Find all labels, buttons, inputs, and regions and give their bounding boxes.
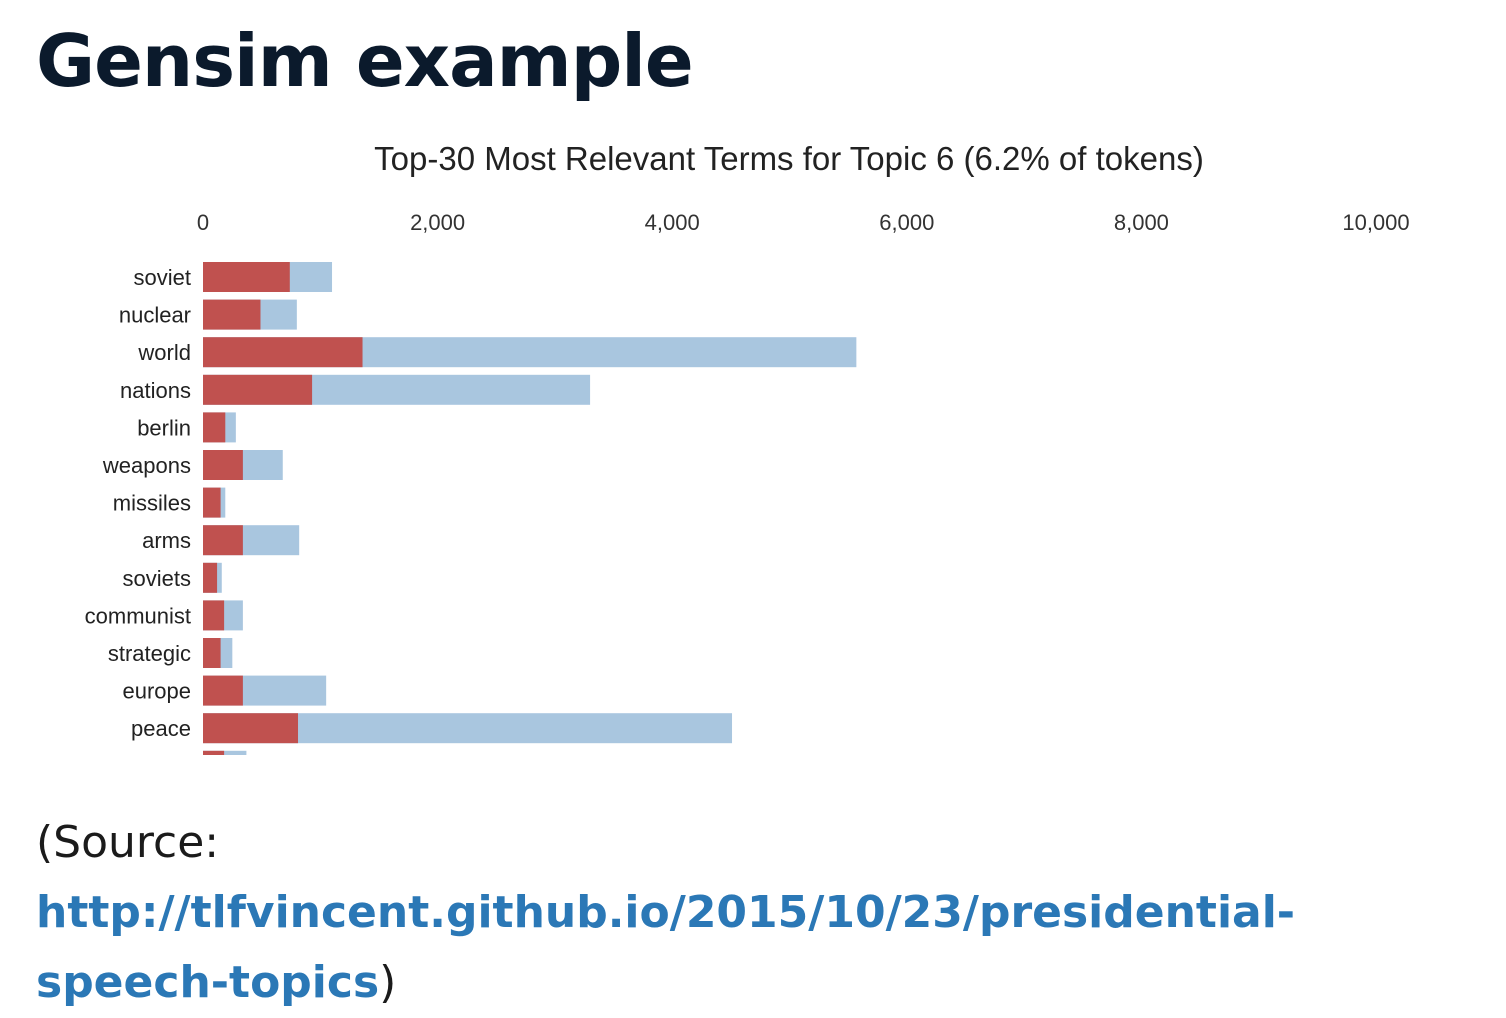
x-tick-label: 0 xyxy=(197,210,209,235)
overall-frequency-bar xyxy=(203,750,247,755)
topic-frequency-bar xyxy=(203,750,225,755)
topic-frequency-bar xyxy=(203,487,221,518)
topic-frequency-bar xyxy=(203,713,299,744)
term-label: arms xyxy=(142,528,191,553)
chart-title: Top-30 Most Relevant Terms for Topic 6 (… xyxy=(374,140,1204,177)
term-label: berlin xyxy=(137,415,191,440)
x-tick-label: 4,000 xyxy=(645,210,700,235)
topic-frequency-bar xyxy=(203,412,226,443)
term-label: nations xyxy=(120,378,191,403)
term-label: peace xyxy=(131,716,191,741)
source-suffix: ) xyxy=(379,957,397,1008)
x-axis-ticks: 0 2,000 4,000 6,000 8,000 10,000 xyxy=(197,210,1410,235)
term-label: soviet xyxy=(134,265,191,290)
source-link[interactable]: http://tlfvincent.github.io/2015/10/23/p… xyxy=(36,887,1296,1008)
topic-frequency-bar xyxy=(203,337,363,368)
topic-frequency-bar xyxy=(203,450,243,480)
x-tick-label: 6,000 xyxy=(879,210,934,235)
topic-frequency-bar xyxy=(203,600,225,631)
chart-svg: Top-30 Most Relevant Terms for Topic 6 (… xyxy=(85,140,1410,755)
term-labels: soviet nuclear world nations berlin weapons mi… xyxy=(85,265,191,741)
source-prefix: (Source: xyxy=(36,817,220,868)
term-label: nuclear xyxy=(119,303,191,328)
topic-frequency-bar xyxy=(203,562,218,593)
source-citation: (Source: http://tlfvincent.github.io/201… xyxy=(36,808,1476,1018)
term-label: strategic xyxy=(108,641,191,666)
topic-frequency-bar xyxy=(203,374,313,405)
page-title: Gensim example xyxy=(36,19,694,103)
term-label: communist xyxy=(85,603,191,628)
term-label: weapons xyxy=(102,453,191,478)
topic-frequency-bar xyxy=(203,525,243,556)
x-tick-label: 2,000 xyxy=(410,210,465,235)
x-tick-label: 10,000 xyxy=(1342,210,1409,235)
x-tick-label: 8,000 xyxy=(1114,210,1169,235)
bars xyxy=(203,262,857,755)
topic-frequency-bar xyxy=(203,675,243,706)
term-label: soviets xyxy=(123,566,191,591)
relevant-terms-chart: Top-30 Most Relevant Terms for Topic 6 (… xyxy=(0,128,1506,758)
term-label: europe xyxy=(122,679,191,704)
term-label: missiles xyxy=(113,491,191,516)
topic-frequency-bar xyxy=(203,299,261,330)
term-label: world xyxy=(137,340,191,365)
topic-frequency-bar xyxy=(203,262,290,292)
topic-frequency-bar xyxy=(203,638,221,668)
